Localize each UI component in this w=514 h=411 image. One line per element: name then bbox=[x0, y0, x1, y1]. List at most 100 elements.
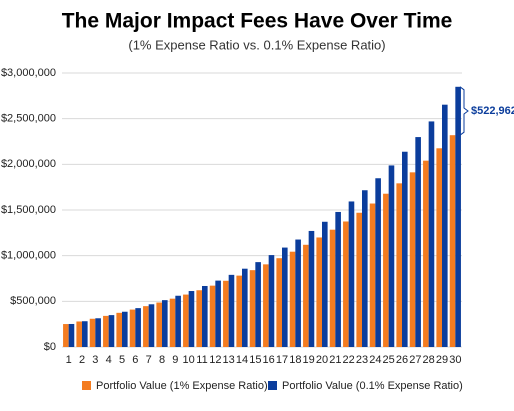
bar bbox=[122, 311, 128, 347]
bar bbox=[116, 312, 122, 347]
legend-swatch bbox=[82, 381, 91, 390]
x-tick-label: 24 bbox=[369, 354, 381, 366]
bar bbox=[383, 193, 389, 347]
legend-label: Portfolio Value (0.1% Expense Ratio) bbox=[282, 380, 463, 392]
legend-swatch bbox=[268, 381, 277, 390]
x-tick-label: 7 bbox=[146, 354, 152, 366]
y-tick-label: $3,000,000 bbox=[1, 67, 56, 79]
x-tick-label: 2 bbox=[79, 354, 85, 366]
bar bbox=[308, 230, 315, 347]
bar bbox=[242, 268, 248, 347]
bar bbox=[129, 309, 136, 347]
bar bbox=[63, 324, 69, 347]
annotation-bracket bbox=[459, 86, 469, 136]
bar bbox=[423, 160, 429, 347]
x-tick-label: 25 bbox=[383, 354, 395, 366]
x-tick-label: 8 bbox=[159, 354, 165, 366]
bar bbox=[196, 290, 202, 347]
chart-title: The Major Impact Fees Have Over Time bbox=[62, 10, 453, 33]
bar bbox=[228, 274, 235, 347]
bar bbox=[295, 239, 301, 347]
x-tick-label: 18 bbox=[289, 354, 301, 366]
legend-label: Portfolio Value (1% Expense Ratio) bbox=[96, 380, 268, 392]
bar bbox=[156, 302, 162, 347]
bar bbox=[375, 178, 381, 347]
y-tick-label: $0 bbox=[44, 341, 56, 353]
x-tick-label: 9 bbox=[172, 354, 178, 366]
bar bbox=[263, 264, 269, 347]
y-tick-label: $2,000,000 bbox=[1, 158, 56, 170]
bar bbox=[348, 201, 355, 347]
x-tick-label: 29 bbox=[436, 354, 448, 366]
x-tick-label: 13 bbox=[223, 354, 235, 366]
bar bbox=[215, 280, 221, 347]
bar bbox=[82, 321, 88, 347]
bar bbox=[223, 280, 229, 347]
bar bbox=[68, 323, 75, 347]
bar bbox=[148, 304, 155, 347]
bar bbox=[268, 255, 275, 347]
x-tick-label: 3 bbox=[92, 354, 98, 366]
bar bbox=[449, 135, 456, 347]
bar bbox=[188, 291, 195, 347]
y-tick-label: $1,500,000 bbox=[1, 204, 56, 216]
x-tick-label: 21 bbox=[329, 354, 341, 366]
bar bbox=[276, 258, 282, 347]
bar bbox=[209, 285, 216, 347]
bar bbox=[316, 237, 322, 347]
x-tick-label: 1 bbox=[66, 354, 72, 366]
bar bbox=[436, 148, 442, 347]
bar bbox=[362, 190, 368, 347]
bar bbox=[76, 321, 82, 347]
bar bbox=[202, 285, 208, 347]
y-tick-label: $500,000 bbox=[10, 295, 56, 307]
bar bbox=[455, 86, 461, 348]
bar bbox=[402, 151, 408, 347]
bar bbox=[396, 183, 402, 347]
bar bbox=[162, 300, 168, 347]
bar bbox=[329, 229, 336, 347]
bar bbox=[303, 244, 309, 347]
x-tick-label: 6 bbox=[132, 354, 138, 366]
bar bbox=[282, 247, 288, 347]
bar bbox=[183, 294, 189, 347]
bar bbox=[356, 212, 362, 347]
chart-subtitle: (1% Expense Ratio vs. 0.1% Expense Ratio… bbox=[128, 37, 385, 52]
x-tick-label: 12 bbox=[209, 354, 221, 366]
bar bbox=[143, 306, 149, 347]
bar bbox=[343, 221, 349, 347]
bar bbox=[322, 221, 328, 347]
bar bbox=[108, 315, 115, 347]
x-tick-label: 27 bbox=[409, 354, 421, 366]
bar bbox=[289, 251, 296, 347]
bar bbox=[335, 211, 341, 347]
x-tick-label: 14 bbox=[236, 354, 248, 366]
x-tick-label: 19 bbox=[303, 354, 315, 366]
bar bbox=[369, 203, 376, 347]
bar bbox=[89, 318, 96, 347]
bar bbox=[388, 165, 395, 347]
bar bbox=[175, 295, 181, 347]
bar bbox=[95, 318, 101, 347]
x-tick-label: 10 bbox=[183, 354, 195, 366]
annotation: $522,962 bbox=[471, 105, 514, 117]
x-tick-label: 5 bbox=[119, 354, 125, 366]
x-tick-label: 23 bbox=[356, 354, 368, 366]
bar bbox=[255, 262, 261, 347]
x-tick-label: 4 bbox=[106, 354, 112, 366]
x-tick-label: 30 bbox=[449, 354, 461, 366]
x-tick-label: 16 bbox=[263, 354, 275, 366]
bar bbox=[249, 270, 256, 347]
bar bbox=[442, 104, 448, 347]
x-tick-label: 22 bbox=[343, 354, 355, 366]
x-tick-label: 15 bbox=[249, 354, 261, 366]
x-tick-label: 28 bbox=[423, 354, 435, 366]
x-tick-label: 20 bbox=[316, 354, 328, 366]
y-tick-label: $1,000,000 bbox=[1, 250, 56, 262]
x-tick-label: 11 bbox=[196, 354, 207, 366]
x-tick-label: 17 bbox=[276, 354, 288, 366]
bar bbox=[103, 315, 109, 347]
bar bbox=[428, 121, 435, 348]
x-tick-label: 26 bbox=[396, 354, 408, 366]
